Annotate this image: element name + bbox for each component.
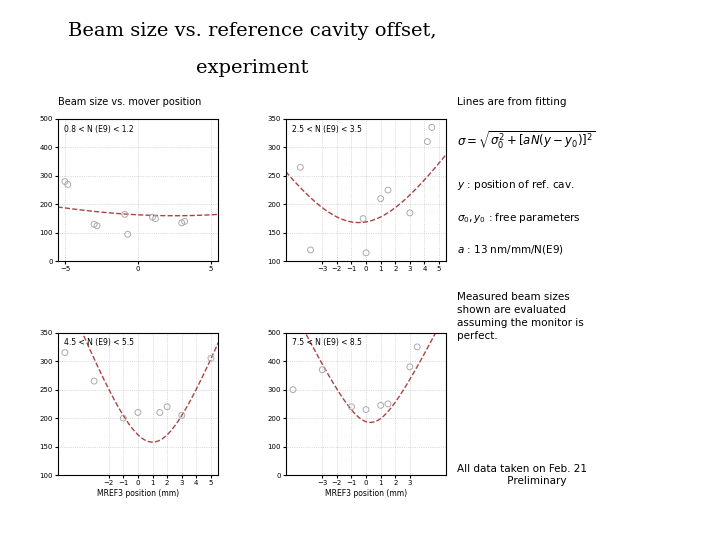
Text: 0.8 < N (E9) < 1.2: 0.8 < N (E9) < 1.2: [64, 125, 134, 133]
Point: [317, 366, 328, 374]
Point: [375, 401, 387, 410]
Point: [122, 230, 133, 239]
Text: Measured beam sizes
shown are evaluated
assuming the monitor is
perfect.: Measured beam sizes shown are evaluated …: [457, 292, 584, 341]
Point: [426, 123, 438, 132]
Text: All data taken on Feb. 21
         Preliminary: All data taken on Feb. 21 Preliminary: [457, 464, 588, 486]
Point: [89, 220, 100, 228]
Text: $a$ : 13 nm/mm/N(E9): $a$ : 13 nm/mm/N(E9): [457, 243, 564, 256]
Text: 2.5 < N (E9) < 3.5: 2.5 < N (E9) < 3.5: [292, 125, 362, 133]
Point: [382, 400, 394, 408]
Point: [176, 219, 187, 227]
Point: [161, 402, 173, 411]
Point: [346, 402, 357, 411]
Text: experiment: experiment: [196, 59, 308, 77]
Text: Beam size vs. reference cavity offset,: Beam size vs. reference cavity offset,: [68, 22, 436, 39]
Point: [305, 246, 316, 254]
Point: [360, 406, 372, 414]
Text: $\sigma = \sqrt{\sigma_0^2 + [aN(y-y_0)]^2}$: $\sigma = \sqrt{\sigma_0^2 + [aN(y-y_0)]…: [457, 130, 596, 151]
Point: [375, 194, 387, 203]
Point: [294, 163, 306, 172]
X-axis label: MREF3 position (mm): MREF3 position (mm): [97, 489, 179, 498]
Text: $y$ : position of ref. cav.: $y$ : position of ref. cav.: [457, 178, 575, 192]
Point: [147, 213, 158, 221]
Text: 4.5 < N (E9) < 5.5: 4.5 < N (E9) < 5.5: [64, 339, 134, 347]
Point: [154, 408, 166, 417]
Point: [150, 214, 161, 223]
Point: [62, 180, 73, 188]
Point: [117, 414, 129, 422]
Point: [132, 408, 144, 417]
Point: [382, 186, 394, 194]
Point: [422, 137, 433, 146]
Text: $\sigma_0, y_0$ : free parameters: $\sigma_0, y_0$ : free parameters: [457, 211, 581, 225]
Point: [404, 362, 415, 371]
Point: [404, 208, 415, 217]
X-axis label: MREF3 position (mm): MREF3 position (mm): [325, 489, 407, 498]
Point: [360, 248, 372, 257]
Point: [119, 210, 130, 219]
Text: Lines are from fitting: Lines are from fitting: [457, 97, 567, 107]
Point: [179, 217, 190, 226]
Point: [411, 342, 423, 351]
Text: 7.5 < N (E9) < 8.5: 7.5 < N (E9) < 8.5: [292, 339, 362, 347]
Point: [89, 377, 100, 386]
Point: [205, 354, 217, 363]
Text: Beam size vs. mover position: Beam size vs. mover position: [58, 97, 201, 107]
Point: [176, 411, 187, 420]
Point: [287, 386, 299, 394]
Point: [59, 348, 71, 357]
Point: [91, 221, 103, 230]
Point: [357, 214, 369, 223]
Point: [59, 177, 71, 186]
